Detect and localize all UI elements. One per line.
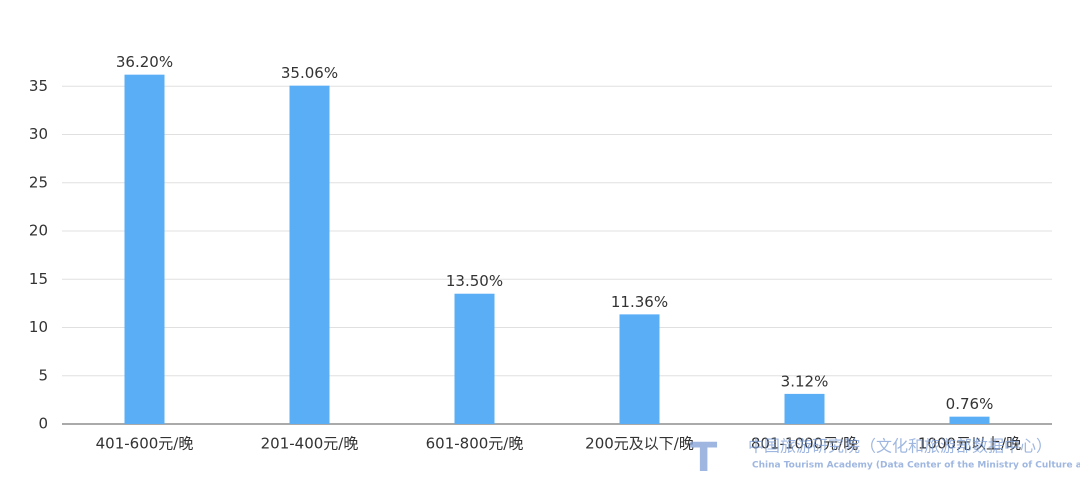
value-label: 13.50% bbox=[446, 272, 503, 290]
y-tick-label: 0 bbox=[38, 415, 48, 433]
x-tick-label: 601-800元/晚 bbox=[426, 435, 524, 453]
x-tick-label: 201-400元/晚 bbox=[261, 435, 359, 453]
bar bbox=[949, 416, 990, 424]
value-label: 35.06% bbox=[281, 64, 338, 82]
x-tick-label: 801-1000元/晚 bbox=[751, 435, 858, 453]
x-tick-label: 1000元以上/晚 bbox=[918, 435, 1021, 453]
watermark-title: 中国旅游研究院（文化和旅游部数据中心） bbox=[748, 437, 1052, 456]
x-tick-label: 401-600元/晚 bbox=[96, 435, 194, 453]
y-tick-label: 10 bbox=[29, 318, 48, 336]
bar bbox=[289, 85, 330, 425]
y-tick-label: 15 bbox=[29, 270, 48, 288]
y-tick-label: 30 bbox=[29, 125, 48, 143]
watermark-subtitle: China Tourism Academy (Data Center of th… bbox=[752, 461, 1080, 471]
bar bbox=[124, 74, 165, 425]
watermark-logo: T bbox=[690, 435, 718, 479]
y-tick-label: 35 bbox=[29, 77, 48, 95]
bar bbox=[454, 293, 495, 424]
watermark: T 中国旅游研究院（文化和旅游部数据中心） China Tourism Acad… bbox=[690, 435, 1080, 479]
y-tick-label: 5 bbox=[38, 366, 48, 384]
y-tick-label: 25 bbox=[29, 173, 48, 191]
value-label: 0.76% bbox=[946, 395, 994, 413]
bar bbox=[784, 393, 825, 424]
y-tick-label: 20 bbox=[29, 222, 48, 240]
value-label: 11.36% bbox=[611, 293, 668, 311]
value-label: 3.12% bbox=[781, 372, 829, 390]
x-tick-label: 200元及以下/晚 bbox=[585, 435, 694, 453]
value-label: 36.20% bbox=[116, 53, 173, 71]
bar bbox=[619, 314, 660, 424]
